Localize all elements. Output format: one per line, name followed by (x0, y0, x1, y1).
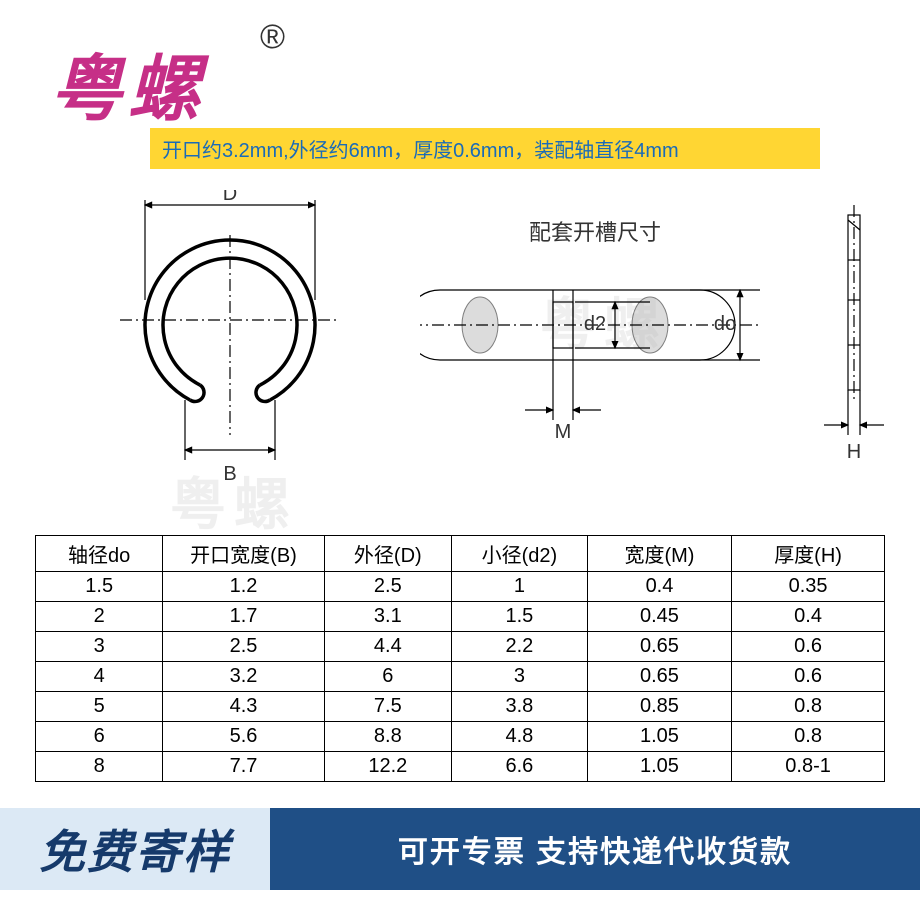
table-header: 外径(D) (324, 536, 451, 572)
table-row: 43.2630.650.6 (36, 662, 885, 692)
table-cell: 2 (36, 602, 163, 632)
table-cell: 5.6 (163, 722, 324, 752)
side-view-diagram: H (810, 200, 900, 500)
c-ring-diagram: D B (90, 190, 370, 490)
bottom-banner: 免费寄样 可开专票 支持快递代收货款 (0, 808, 920, 890)
table-cell: 6 (36, 722, 163, 752)
table-cell: 0.35 (732, 572, 885, 602)
brand-logo: 粤螺 (50, 30, 206, 135)
label-D: D (223, 190, 237, 205)
table-cell: 7.7 (163, 752, 324, 782)
table-header: 开口宽度(B) (163, 536, 324, 572)
table-row: 21.73.11.50.450.4 (36, 602, 885, 632)
label-M: M (555, 421, 572, 443)
banner-right: 可开专票 支持快递代收货款 (270, 808, 920, 890)
table-cell: 0.8-1 (732, 752, 885, 782)
diagram-area: D B 配套开槽尺寸 d2 (30, 180, 890, 500)
table-cell: 2.5 (324, 572, 451, 602)
table-cell: 1.5 (451, 602, 587, 632)
table-row: 32.54.42.20.650.6 (36, 632, 885, 662)
dimensions-table: 轴径do开口宽度(B)外径(D)小径(d2)宽度(M)厚度(H)1.51.22.… (35, 535, 885, 782)
table-cell: 0.4 (732, 602, 885, 632)
table-cell: 0.65 (587, 632, 731, 662)
table-cell: 4.3 (163, 692, 324, 722)
table-cell: 0.8 (732, 692, 885, 722)
table-cell: 8.8 (324, 722, 451, 752)
table-row: 65.68.84.81.050.8 (36, 722, 885, 752)
table-cell: 5 (36, 692, 163, 722)
registered-mark: ® (260, 18, 285, 57)
label-B: B (223, 463, 236, 485)
table-cell: 1.5 (36, 572, 163, 602)
label-d2: d2 (584, 313, 606, 335)
table-cell: 0.85 (587, 692, 731, 722)
table-cell: 2.2 (451, 632, 587, 662)
table-cell: 7.5 (324, 692, 451, 722)
table-row: 1.51.22.510.40.35 (36, 572, 885, 602)
table-cell: 8 (36, 752, 163, 782)
table-header: 轴径do (36, 536, 163, 572)
table-cell: 1.05 (587, 752, 731, 782)
banner-left: 免费寄样 (0, 808, 270, 890)
table-cell: 0.65 (587, 662, 731, 692)
spec-bar: 开口约3.2mm,外径约6mm，厚度0.6mm，装配轴直径4mm (150, 128, 820, 169)
label-H: H (847, 441, 861, 463)
table-cell: 3.1 (324, 602, 451, 632)
table-header: 厚度(H) (732, 536, 885, 572)
table-cell: 4.4 (324, 632, 451, 662)
table-cell: 1.2 (163, 572, 324, 602)
table-row: 87.712.26.61.050.8-1 (36, 752, 885, 782)
table-cell: 4.8 (451, 722, 587, 752)
table-cell: 3.2 (163, 662, 324, 692)
table-cell: 6.6 (451, 752, 587, 782)
table-cell: 0.4 (587, 572, 731, 602)
table-cell: 2.5 (163, 632, 324, 662)
label-do: do (714, 313, 736, 335)
table-header: 宽度(M) (587, 536, 731, 572)
table-cell: 3 (36, 632, 163, 662)
table-row: 54.37.53.80.850.8 (36, 692, 885, 722)
table-cell: 3.8 (451, 692, 587, 722)
table-cell: 1.05 (587, 722, 731, 752)
table-cell: 4 (36, 662, 163, 692)
table-cell: 0.6 (732, 662, 885, 692)
groove-title: 配套开槽尺寸 (529, 220, 661, 245)
table-cell: 1.7 (163, 602, 324, 632)
table-cell: 6 (324, 662, 451, 692)
table-cell: 3 (451, 662, 587, 692)
table-cell: 0.6 (732, 632, 885, 662)
table-cell: 1 (451, 572, 587, 602)
table-cell: 12.2 (324, 752, 451, 782)
table-cell: 0.45 (587, 602, 731, 632)
table-header: 小径(d2) (451, 536, 587, 572)
shaft-groove-diagram: 配套开槽尺寸 d2 do M (420, 210, 770, 480)
table-cell: 0.8 (732, 722, 885, 752)
